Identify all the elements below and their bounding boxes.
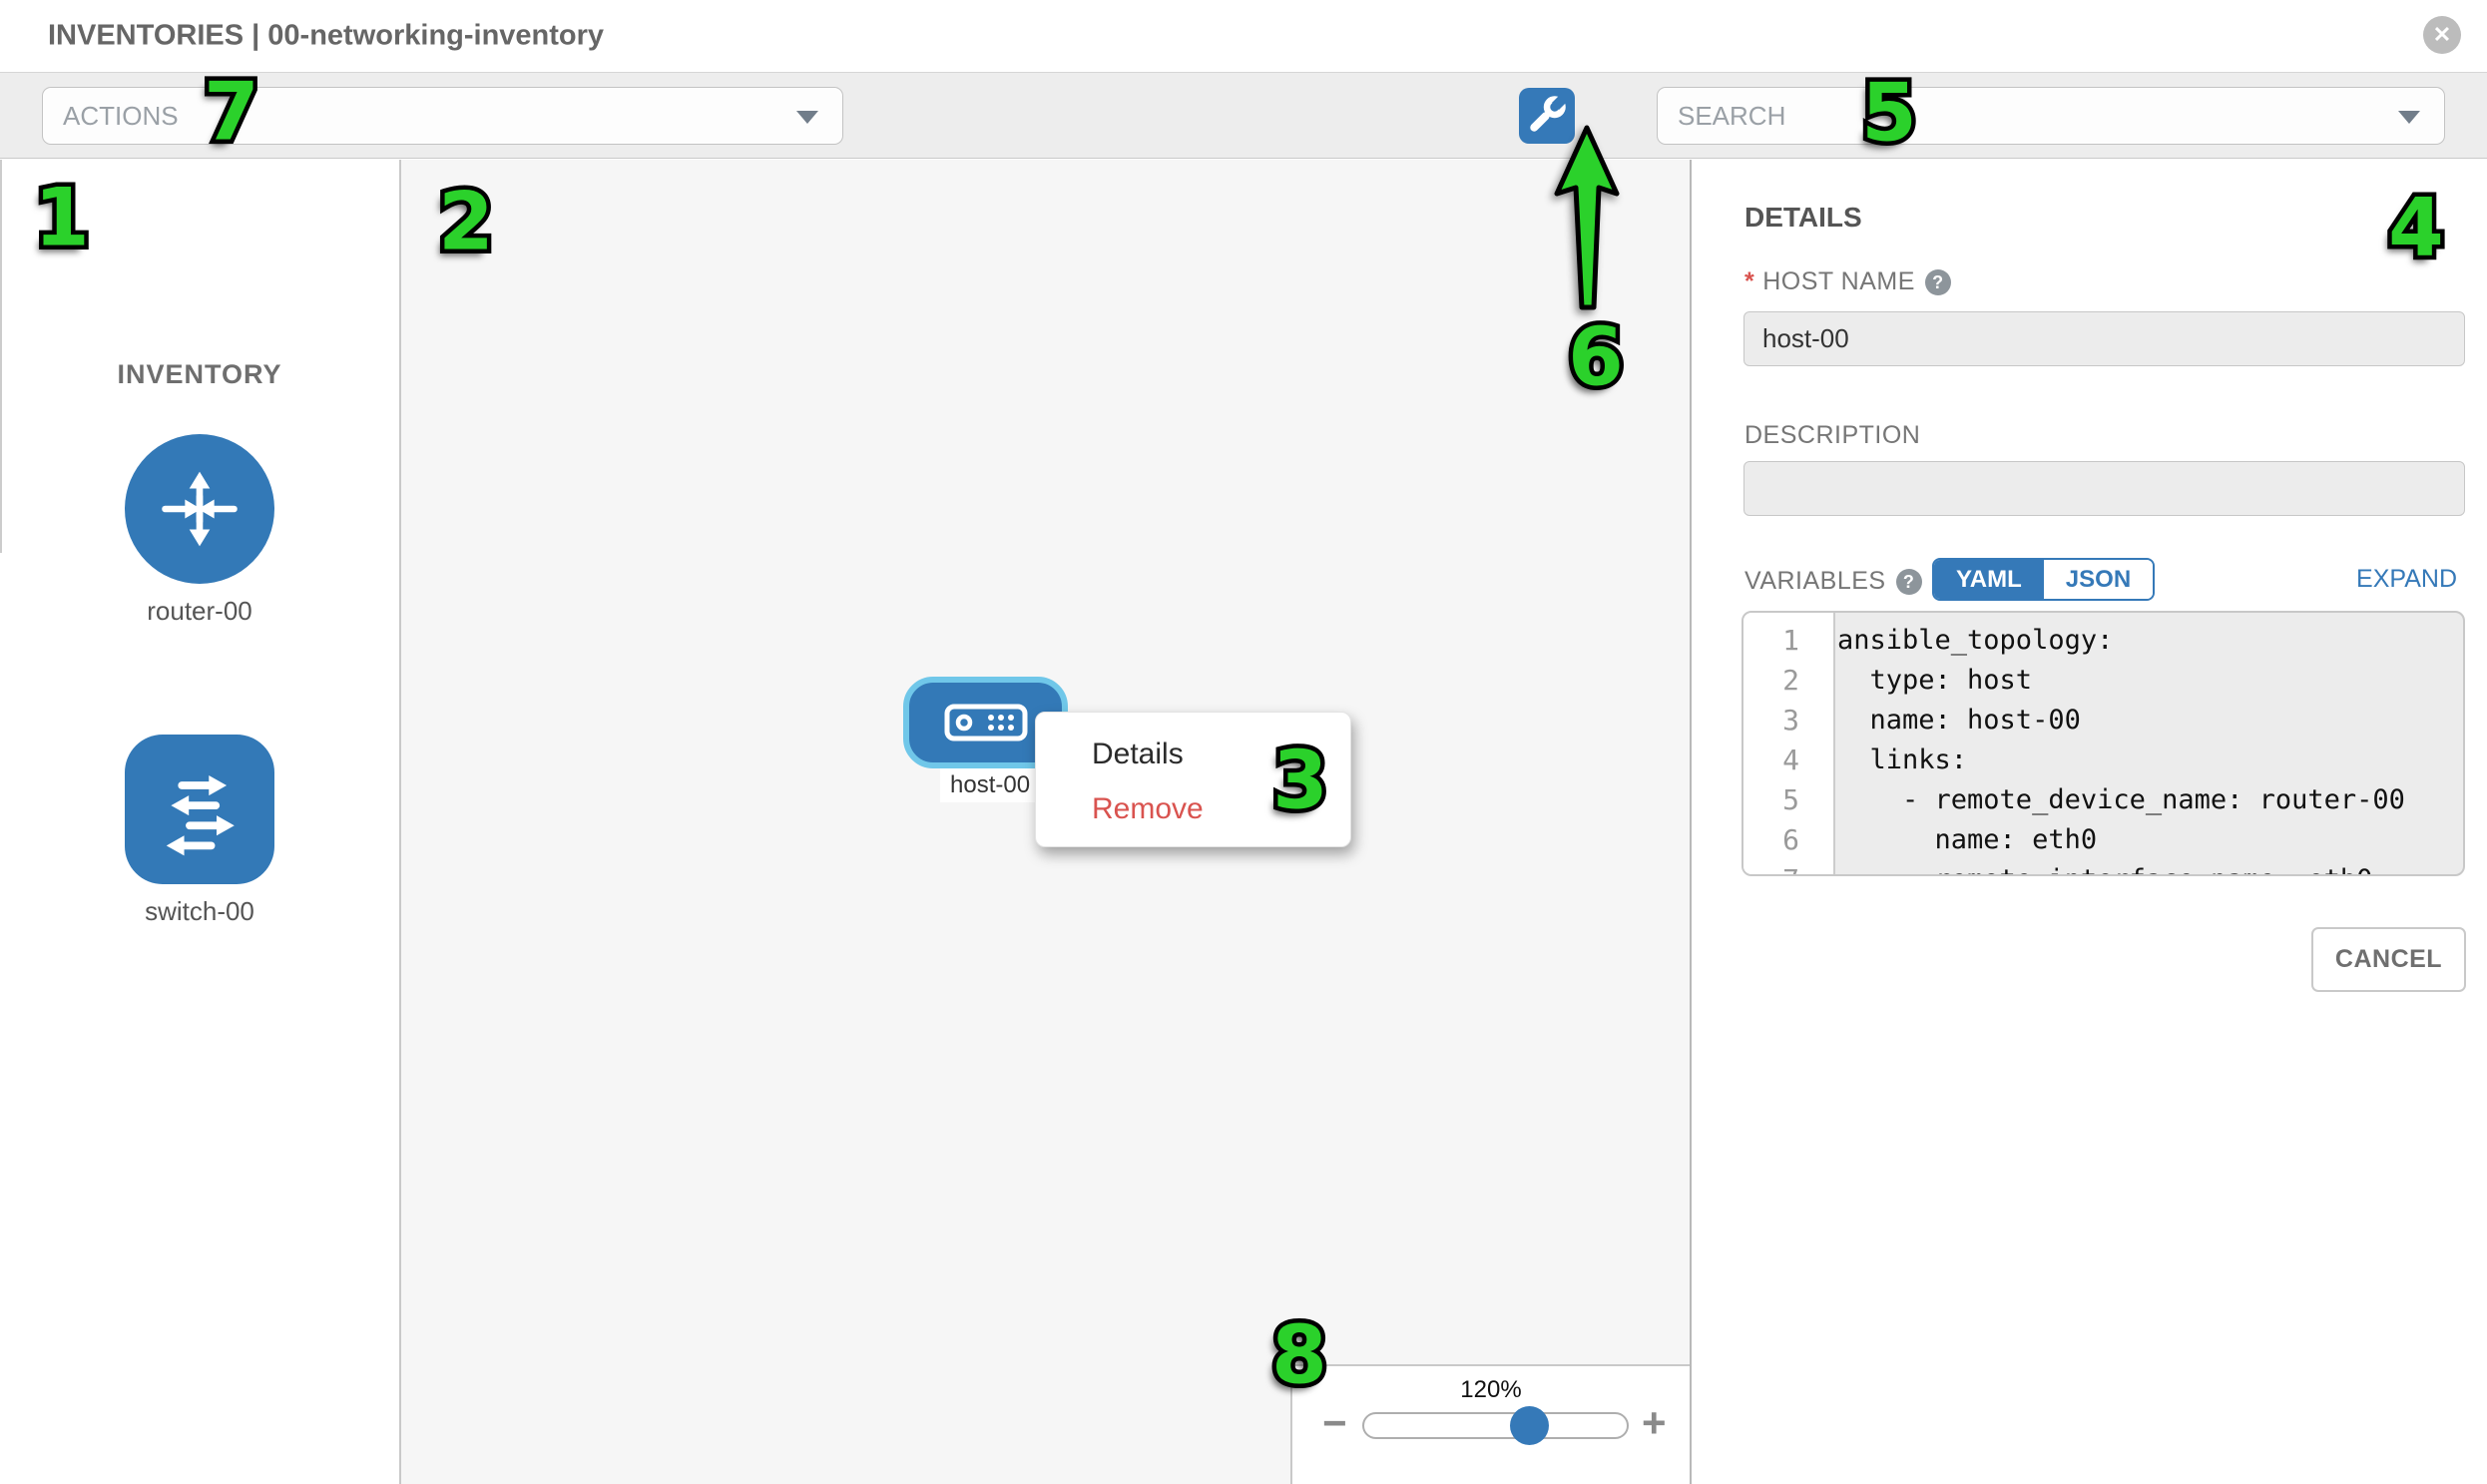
line-text: name: host-00 bbox=[1837, 705, 2081, 736]
router-icon bbox=[125, 434, 274, 584]
zoom-level-value: 120% bbox=[1460, 1376, 1522, 1403]
line-number: 2 bbox=[1782, 664, 1799, 697]
page-header: INVENTORIES | 00-networking-inventory ✕ bbox=[0, 0, 2487, 72]
toggle-yaml-button[interactable]: YAML bbox=[1934, 560, 2044, 599]
line-text: - remote_device_name: router-00 bbox=[1837, 784, 2405, 815]
zoom-in-button[interactable]: + bbox=[1642, 1399, 1667, 1446]
toggle-json-button[interactable]: JSON bbox=[2043, 560, 2154, 599]
help-icon: ? bbox=[1924, 269, 1951, 296]
inventory-panel: INVENTORY router-00 bbox=[0, 160, 401, 1484]
code-line: 2 type: host bbox=[1743, 661, 2463, 701]
line-text: links: bbox=[1837, 744, 1968, 775]
host-node-label: host-00 bbox=[940, 768, 1041, 802]
code-line: 4 links: bbox=[1743, 741, 2463, 780]
line-text: name: eth0 bbox=[1837, 824, 2098, 855]
inventory-item-label: router-00 bbox=[147, 596, 252, 626]
variables-label: VARIABLES bbox=[1744, 567, 1886, 595]
variables-code-editor[interactable]: 1 ansible_topology: 2 type: host 3 name:… bbox=[1741, 611, 2465, 876]
actions-dropdown-label: ACTIONS bbox=[63, 100, 179, 131]
line-number: 4 bbox=[1782, 743, 1799, 776]
line-number: 7 bbox=[1743, 860, 1817, 874]
code-line: 3 name: host-00 bbox=[1743, 701, 2463, 741]
variables-label-row: VARIABLES? bbox=[1744, 567, 1922, 596]
description-label: DESCRIPTION bbox=[1744, 421, 1921, 449]
close-glyph: ✕ bbox=[2432, 22, 2452, 47]
description-field[interactable] bbox=[1743, 461, 2465, 516]
required-asterisk: * bbox=[1744, 267, 1755, 295]
line-text: remote_interface_name: eth0 bbox=[1817, 860, 2373, 874]
chevron-down-icon bbox=[2398, 111, 2420, 124]
details-panel-title: DETAILS bbox=[1744, 202, 1862, 233]
code-rows: 1 ansible_topology: 2 type: host 3 name:… bbox=[1743, 613, 2463, 874]
zoom-out-button[interactable]: − bbox=[1322, 1399, 1347, 1446]
zoom-slider-handle[interactable] bbox=[1510, 1406, 1549, 1445]
cancel-button[interactable]: CANCEL bbox=[2311, 927, 2466, 992]
zoom-slider-track[interactable] bbox=[1362, 1406, 1629, 1445]
code-line: 6 name: eth0 bbox=[1743, 820, 2463, 860]
toolbar: ACTIONS SEARCH bbox=[0, 72, 2487, 205]
details-panel: DETAILS *HOST NAME? DESCRIPTION VARIABLE… bbox=[1694, 160, 2487, 1484]
context-menu-item-details[interactable]: Details bbox=[1092, 738, 1184, 770]
page-title: INVENTORIES | 00-networking-inventory bbox=[48, 19, 605, 52]
expand-link[interactable]: EXPAND bbox=[2356, 565, 2457, 593]
inventory-item-label: switch-00 bbox=[145, 896, 254, 926]
line-number: 6 bbox=[1782, 823, 1799, 856]
host-name-label-row: * HOST NAME? bbox=[1744, 267, 1951, 296]
inventory-item-router[interactable]: router-00 bbox=[0, 434, 399, 627]
inventory-panel-title: INVENTORY bbox=[117, 359, 282, 389]
actions-dropdown[interactable]: ACTIONS bbox=[42, 87, 843, 145]
host-name-field[interactable] bbox=[1743, 311, 2465, 366]
context-menu-item-remove[interactable]: Remove bbox=[1092, 792, 1204, 825]
chevron-down-icon bbox=[796, 111, 818, 124]
node-context-menu: Details Remove bbox=[1035, 712, 1351, 847]
wrench-icon bbox=[1530, 92, 1570, 132]
inventory-item-switch[interactable]: switch-00 bbox=[0, 735, 399, 927]
line-text: type: host bbox=[1837, 665, 2033, 696]
host-name-label: HOST NAME bbox=[1762, 267, 1915, 295]
search-dropdown[interactable]: SEARCH bbox=[1657, 87, 2445, 145]
code-line: 1 ansible_topology: bbox=[1743, 621, 2463, 661]
code-line: 7 remote_interface_name: eth0 bbox=[1743, 860, 2463, 874]
toolbar-mode-button[interactable] bbox=[1519, 88, 1575, 144]
topology-canvas[interactable]: host-00 Details Remove 120% − + bbox=[401, 160, 1692, 1484]
switch-icon bbox=[125, 735, 274, 884]
close-icon[interactable]: ✕ bbox=[2423, 16, 2461, 54]
zoom-control: 120% − + bbox=[1290, 1364, 1690, 1484]
variables-format-toggle: YAML JSON bbox=[1932, 558, 2156, 601]
code-line: 5 - remote_device_name: router-00 bbox=[1743, 780, 2463, 820]
line-number: 1 bbox=[1782, 624, 1799, 657]
help-icon: ? bbox=[1895, 569, 1922, 596]
line-number: 5 bbox=[1782, 783, 1799, 816]
search-dropdown-label: SEARCH bbox=[1678, 100, 1786, 131]
line-number: 3 bbox=[1782, 704, 1799, 737]
line-text: ansible_topology: bbox=[1837, 625, 2114, 656]
host-icon bbox=[944, 704, 1027, 742]
